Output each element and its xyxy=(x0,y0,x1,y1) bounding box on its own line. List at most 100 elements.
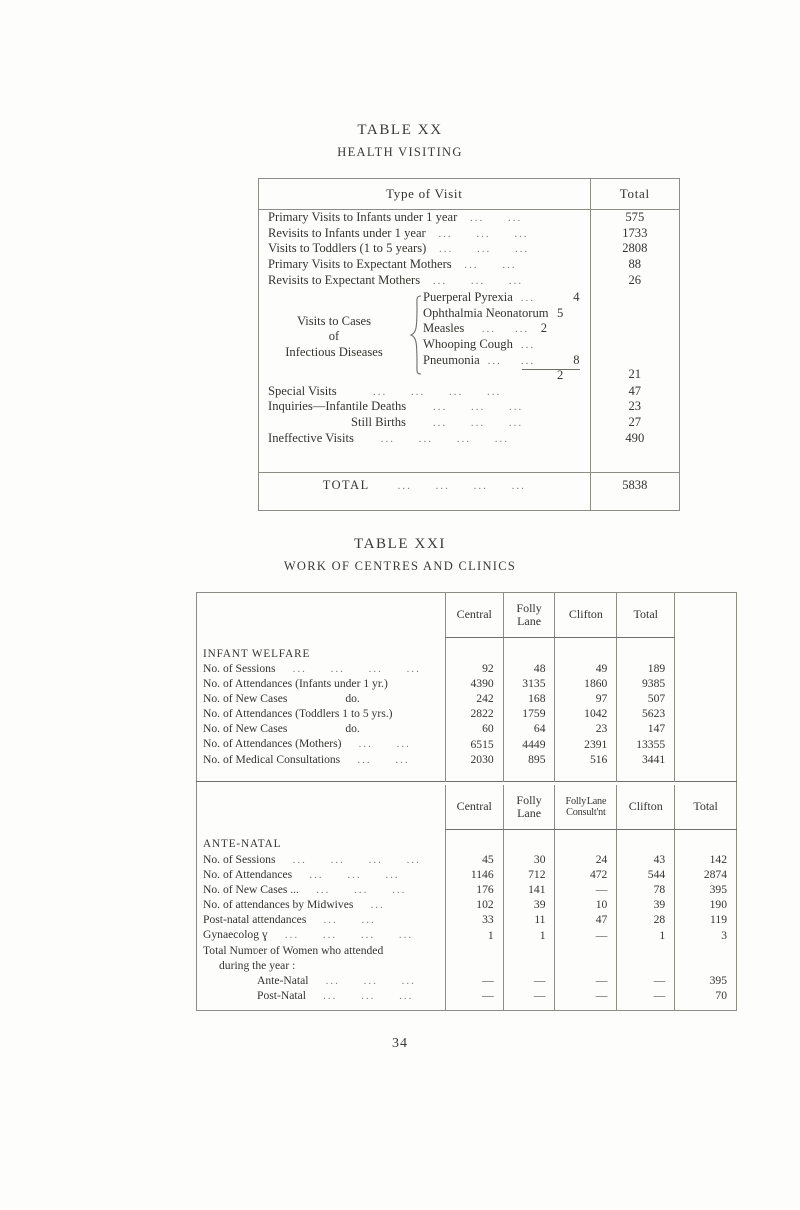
table-row: No. of attendances by Midwives ... 102 3… xyxy=(197,897,737,913)
header-corner-blank xyxy=(197,593,446,638)
row-label: Special Visits xyxy=(268,383,337,398)
leader-dots: ... ... ... xyxy=(308,990,414,1003)
disease-value: 8 xyxy=(573,352,580,367)
row-label: Still Births xyxy=(351,415,406,430)
leader-dots: ... xyxy=(516,339,536,352)
infectious-diseases-block: Visits to Cases of Infectious Diseases xyxy=(259,288,591,384)
table-row: No. of Attendances ... ... ... 1146 712 … xyxy=(197,867,737,883)
cell-total: 70 xyxy=(674,988,737,1004)
disease-item: Pneumonia ... ... 2 xyxy=(423,352,590,383)
table-row: No. of Sessions ... ... ... ... 92 48 49… xyxy=(197,661,737,677)
row-total: 575 xyxy=(589,209,680,226)
spacer-row xyxy=(197,637,737,645)
cell-total: 119 xyxy=(674,912,737,929)
cell-folly-lane: 64 xyxy=(502,721,555,738)
brace-label-line-3: Infectious Diseases xyxy=(285,344,383,359)
footer-title: Total Numʋer of Women who attended xyxy=(203,943,384,957)
row-label: No. of Sessions xyxy=(203,661,276,675)
header-central: Central xyxy=(444,592,504,638)
section-divider xyxy=(196,781,737,785)
row-total: 26 xyxy=(589,272,680,289)
disease-label: Whooping Cough xyxy=(423,337,513,352)
leader-dots: ... ... xyxy=(309,914,376,927)
spacer-row xyxy=(197,767,737,782)
disease-list: Puerperal Pyrexia ... 4 Ophthalmia Neona… xyxy=(423,290,590,384)
row-label: No. of Attendances (Mothers) xyxy=(203,737,342,751)
leader-dots: ... ... ... ... xyxy=(278,662,421,675)
cell-total: 9385 xyxy=(616,676,675,692)
row-total: 23 xyxy=(589,399,680,416)
grand-total: 5838 xyxy=(589,471,680,499)
cell-clifton: 97 xyxy=(554,691,617,707)
table-xxi-caption: Work of Centres and Clinics xyxy=(283,559,517,573)
cell-clifton: 43 xyxy=(616,852,675,868)
disease-value: 4 xyxy=(573,290,580,305)
table-row: Revisits to Expectant Mothers ... ... ..… xyxy=(259,272,680,289)
cell-central: 176 xyxy=(444,882,504,898)
row-label: Revisits to Expectant Mothers xyxy=(268,272,421,287)
leader-dots: ... ... ... xyxy=(295,868,400,881)
row-label: No. of New Cases do. xyxy=(203,722,360,736)
leader-dots: ... ... ... ... xyxy=(357,432,510,445)
leader-dots: ... ... ... ... xyxy=(270,929,414,942)
cell-folly-lane-consultant: — xyxy=(554,973,617,989)
disease-label: Pneumonia xyxy=(423,352,480,367)
row-label: No. of Attendances xyxy=(203,867,293,881)
cell-folly-lane: 30 xyxy=(502,852,555,868)
table-xxi-header-row-top: Central Folly Lane Clifton Total xyxy=(197,592,737,638)
row-label: No. of attendances by Midwives xyxy=(203,898,354,912)
table-xxi-number: TABLE XXI xyxy=(354,536,446,552)
table-xx-header-row: Type of Visit Total xyxy=(258,178,680,211)
table-xxi: Central Folly Lane Clifton Total Infant W… xyxy=(196,592,737,1011)
table-xx-heading-block: TABLE XX Health Visiting xyxy=(0,122,800,160)
cell-clifton: 544 xyxy=(616,867,675,883)
row-label: No. of Attendances (Infants under 1 yr.) xyxy=(203,676,388,690)
cell-total: 142 xyxy=(674,852,737,868)
cell-total: 395 xyxy=(674,973,737,989)
row-label: No. of Sessions xyxy=(203,852,276,866)
cell-total: 13355 xyxy=(616,737,675,753)
leader-dots: ... ... ... xyxy=(311,975,416,988)
row-label: Gynaecolog ɣ xyxy=(203,928,268,942)
table-row: No. of Attendances (Toddlers 1 to 5 yrs.… xyxy=(197,706,737,722)
cell-folly-lane-consultant: — xyxy=(554,882,617,898)
leader-dots: ... ... ... ... xyxy=(339,385,502,398)
table-row: Gynaecolog ɣ ... ... ... ... 1 1 — 1 3 xyxy=(197,928,737,944)
disease-label: Ophthalmia Neonatorum xyxy=(423,305,549,320)
cell-clifton: — xyxy=(616,988,675,1004)
page-number: 34 xyxy=(392,1036,408,1051)
cell-folly-lane-consultant: — xyxy=(554,928,617,944)
cell-folly-lane: 11 xyxy=(502,912,555,929)
section-heading-row: Ante-Natal xyxy=(197,835,737,853)
table-row: Primary Visits to Expectant Mothers ... … xyxy=(259,256,680,273)
footer-subtitle: during the year : xyxy=(219,958,296,972)
cell-total: 3441 xyxy=(616,752,675,768)
cell-central: 1 xyxy=(444,928,504,944)
cell-folly-lane: 48 xyxy=(502,661,555,677)
cell-total: 3 xyxy=(674,928,737,944)
curly-brace-icon xyxy=(409,295,423,380)
cell-total: 395 xyxy=(674,882,737,898)
cell-total: 2874 xyxy=(674,867,737,883)
leader-dots: ... ... ... xyxy=(423,274,524,287)
table-row: Post-Natal ... ... ... — — — — 70 xyxy=(197,988,737,1004)
leader-dots: ... xyxy=(516,292,536,305)
cell-folly-lane-consultant: 47 xyxy=(554,912,617,929)
header-trailing-blank xyxy=(674,592,737,638)
cell-central: 1146 xyxy=(444,867,504,883)
table-row: Ante-Natal ... ... ... — — — — 395 xyxy=(197,973,737,989)
cell-folly-lane-consultant: 472 xyxy=(554,867,617,883)
leader-dots: ... ... xyxy=(343,753,410,766)
brace-label-line-1: Visits to Cases xyxy=(296,313,372,328)
table-row: Visits to Toddlers (1 to 5 years) ... ..… xyxy=(259,241,680,257)
infectious-subtotal: 21 xyxy=(589,288,680,384)
cell-central: 2822 xyxy=(444,706,504,722)
cell-folly-lane: 141 xyxy=(502,882,555,898)
disease-label: Puerperal Pyrexia xyxy=(423,290,513,305)
table-xx-col-type: Type of Visit xyxy=(258,178,591,211)
row-total: 2808 xyxy=(589,241,680,257)
cell-clifton: 78 xyxy=(616,882,675,898)
table-xxi-header-row-bottom: Central Folly Lane Folly Lane Consult'nt C… xyxy=(197,784,737,830)
disease-value: 2 xyxy=(540,321,547,336)
cell-clifton: 516 xyxy=(554,752,617,768)
